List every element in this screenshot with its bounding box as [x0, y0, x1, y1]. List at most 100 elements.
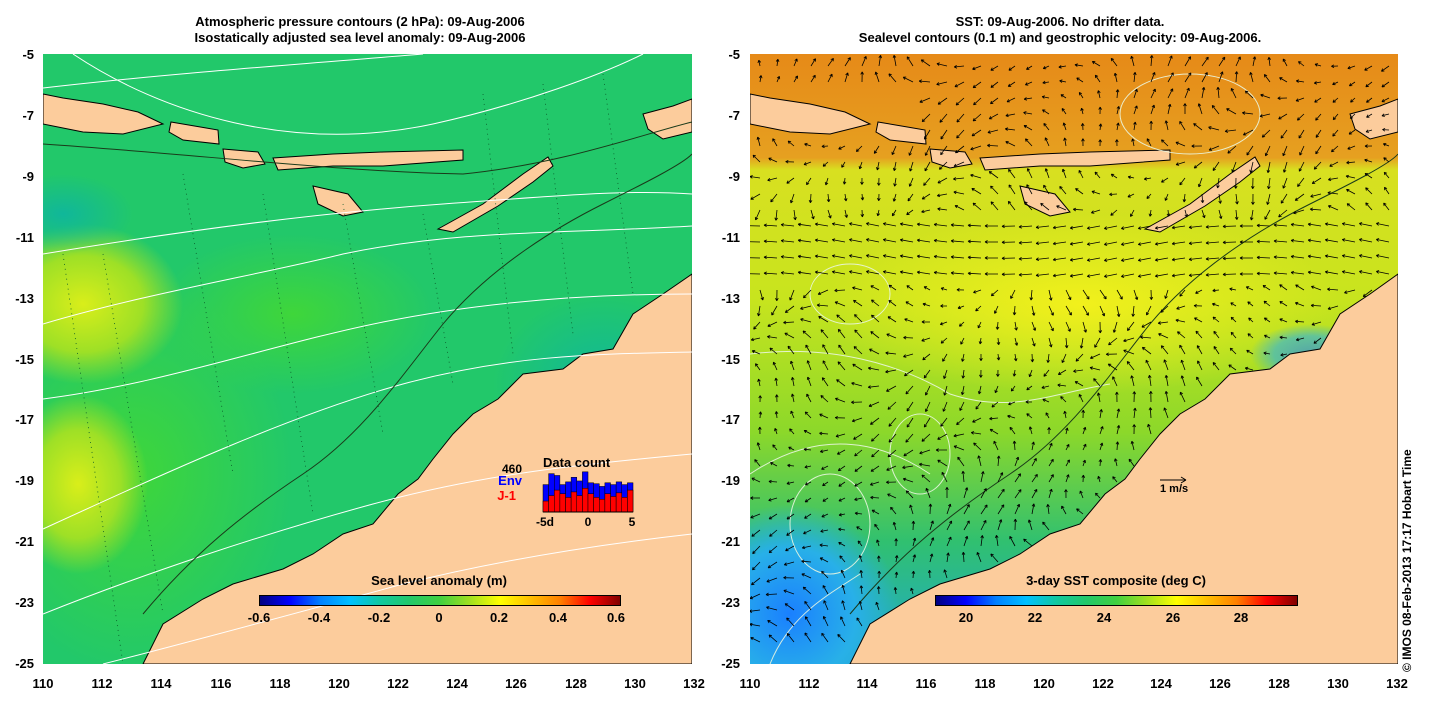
velocity-arrow	[978, 337, 983, 345]
velocity-arrow	[868, 401, 880, 408]
velocity-arrow	[877, 193, 881, 202]
australia-landmass	[142, 273, 692, 664]
inset-max-label: 460	[502, 462, 522, 476]
velocity-arrow	[1239, 256, 1253, 260]
velocity-arrow	[902, 465, 914, 470]
sla-low-anomaly	[43, 174, 133, 254]
velocity-arrow	[768, 545, 778, 554]
velocity-arrow	[763, 255, 778, 260]
velocity-arrow	[758, 75, 763, 83]
velocity-arrow	[1295, 319, 1305, 324]
velocity-arrow	[789, 289, 795, 301]
velocity-arrow	[1279, 284, 1288, 291]
velocity-arrow	[886, 480, 897, 484]
velocity-arrow	[1295, 97, 1305, 102]
velocity-arrow	[1018, 240, 1033, 245]
velocity-arrow	[1193, 304, 1203, 308]
velocity-arrow	[822, 481, 829, 487]
velocity-arrow	[936, 62, 948, 67]
velocity-arrow	[1208, 126, 1220, 131]
velocity-arrow	[910, 587, 914, 595]
velocity-arrow	[1176, 305, 1186, 310]
velocity-arrow	[892, 161, 897, 172]
velocity-arrow	[993, 440, 999, 451]
velocity-arrow	[953, 190, 965, 195]
velocity-arrow	[1057, 383, 1067, 388]
velocity-arrow	[943, 385, 948, 396]
velocity-arrow	[1042, 109, 1050, 115]
j1-count-bar	[548, 495, 555, 513]
velocity-arrow	[956, 129, 965, 139]
velocity-arrow	[1230, 331, 1237, 339]
velocity-arrow	[834, 397, 846, 403]
velocity-arrow	[1116, 106, 1121, 115]
velocity-arrow	[851, 400, 863, 405]
velocity-arrow	[1110, 173, 1118, 179]
lon-tick: 110	[32, 676, 54, 691]
velocity-arrow	[803, 161, 812, 166]
velocity-arrow	[849, 254, 863, 259]
velocity-arrow	[822, 344, 829, 355]
velocity-arrow	[1035, 241, 1050, 245]
velocity-arrow	[1273, 255, 1288, 259]
velocity-arrow	[1075, 188, 1084, 195]
velocity-arrow	[990, 65, 999, 71]
velocity-arrow	[1150, 88, 1156, 99]
velocity-arrow	[1098, 139, 1102, 147]
velocity-arrow	[858, 161, 863, 170]
velocity-arrow	[869, 348, 880, 355]
velocity-arrow	[991, 401, 999, 408]
velocity-arrow	[1052, 225, 1067, 230]
velocity-arrow	[770, 462, 778, 467]
velocity-arrow	[1263, 300, 1271, 307]
velocity-arrow	[950, 223, 965, 227]
velocity-arrow	[1042, 521, 1050, 531]
j1-count-bar	[615, 492, 623, 513]
velocity-arrow	[937, 459, 948, 467]
velocity-arrow	[923, 177, 931, 186]
velocity-arrow	[1166, 209, 1171, 217]
velocity-arrow	[919, 97, 931, 103]
velocity-arrow	[899, 222, 914, 227]
velocity-arrow	[995, 534, 999, 547]
velocity-arrow	[1381, 113, 1390, 117]
velocity-arrow	[963, 504, 970, 515]
velocity-arrow	[1226, 108, 1237, 115]
velocity-arrow	[1332, 81, 1339, 86]
sst-colorbar-tick: 26	[1165, 610, 1181, 625]
velocity-arrow	[871, 299, 880, 307]
velocity-arrow	[957, 456, 965, 467]
velocity-arrow	[780, 239, 795, 243]
velocity-arrow	[804, 411, 812, 419]
velocity-arrow	[1158, 333, 1169, 339]
velocity-arrow	[1014, 503, 1020, 515]
velocity-arrow	[767, 177, 778, 182]
velocity-arrow	[1137, 257, 1152, 262]
right-title-line2: Sealevel contours (0.1 m) and geostrophi…	[858, 30, 1262, 45]
velocity-arrow	[769, 347, 778, 355]
inset-env-label: Env	[498, 473, 523, 488]
velocity-arrow	[819, 449, 829, 453]
velocity-arrow	[1365, 202, 1373, 211]
velocity-arrow	[750, 175, 761, 179]
velocity-arrow	[838, 145, 846, 150]
velocity-arrow	[1194, 317, 1203, 323]
lon-tick: 118	[269, 676, 291, 691]
velocity-arrow	[1133, 407, 1137, 419]
lon-tick: 130	[1327, 676, 1349, 691]
velocity-arrow	[940, 417, 948, 427]
velocity-arrow	[820, 529, 829, 533]
lon-tick: 124	[446, 676, 468, 691]
velocity-arrow	[1290, 254, 1305, 259]
velocity-arrow	[805, 616, 812, 627]
velocity-arrow	[806, 360, 812, 371]
lon-tick: 124	[1150, 676, 1172, 691]
velocity-arrow	[1073, 369, 1084, 373]
velocity-arrow	[804, 632, 812, 643]
velocity-arrow	[784, 305, 795, 313]
lat-tick: -23	[721, 595, 740, 610]
velocity-arrow	[1307, 222, 1322, 227]
velocity-arrow	[1201, 209, 1206, 219]
velocity-arrow	[814, 254, 829, 259]
velocity-arrow	[1060, 94, 1067, 99]
